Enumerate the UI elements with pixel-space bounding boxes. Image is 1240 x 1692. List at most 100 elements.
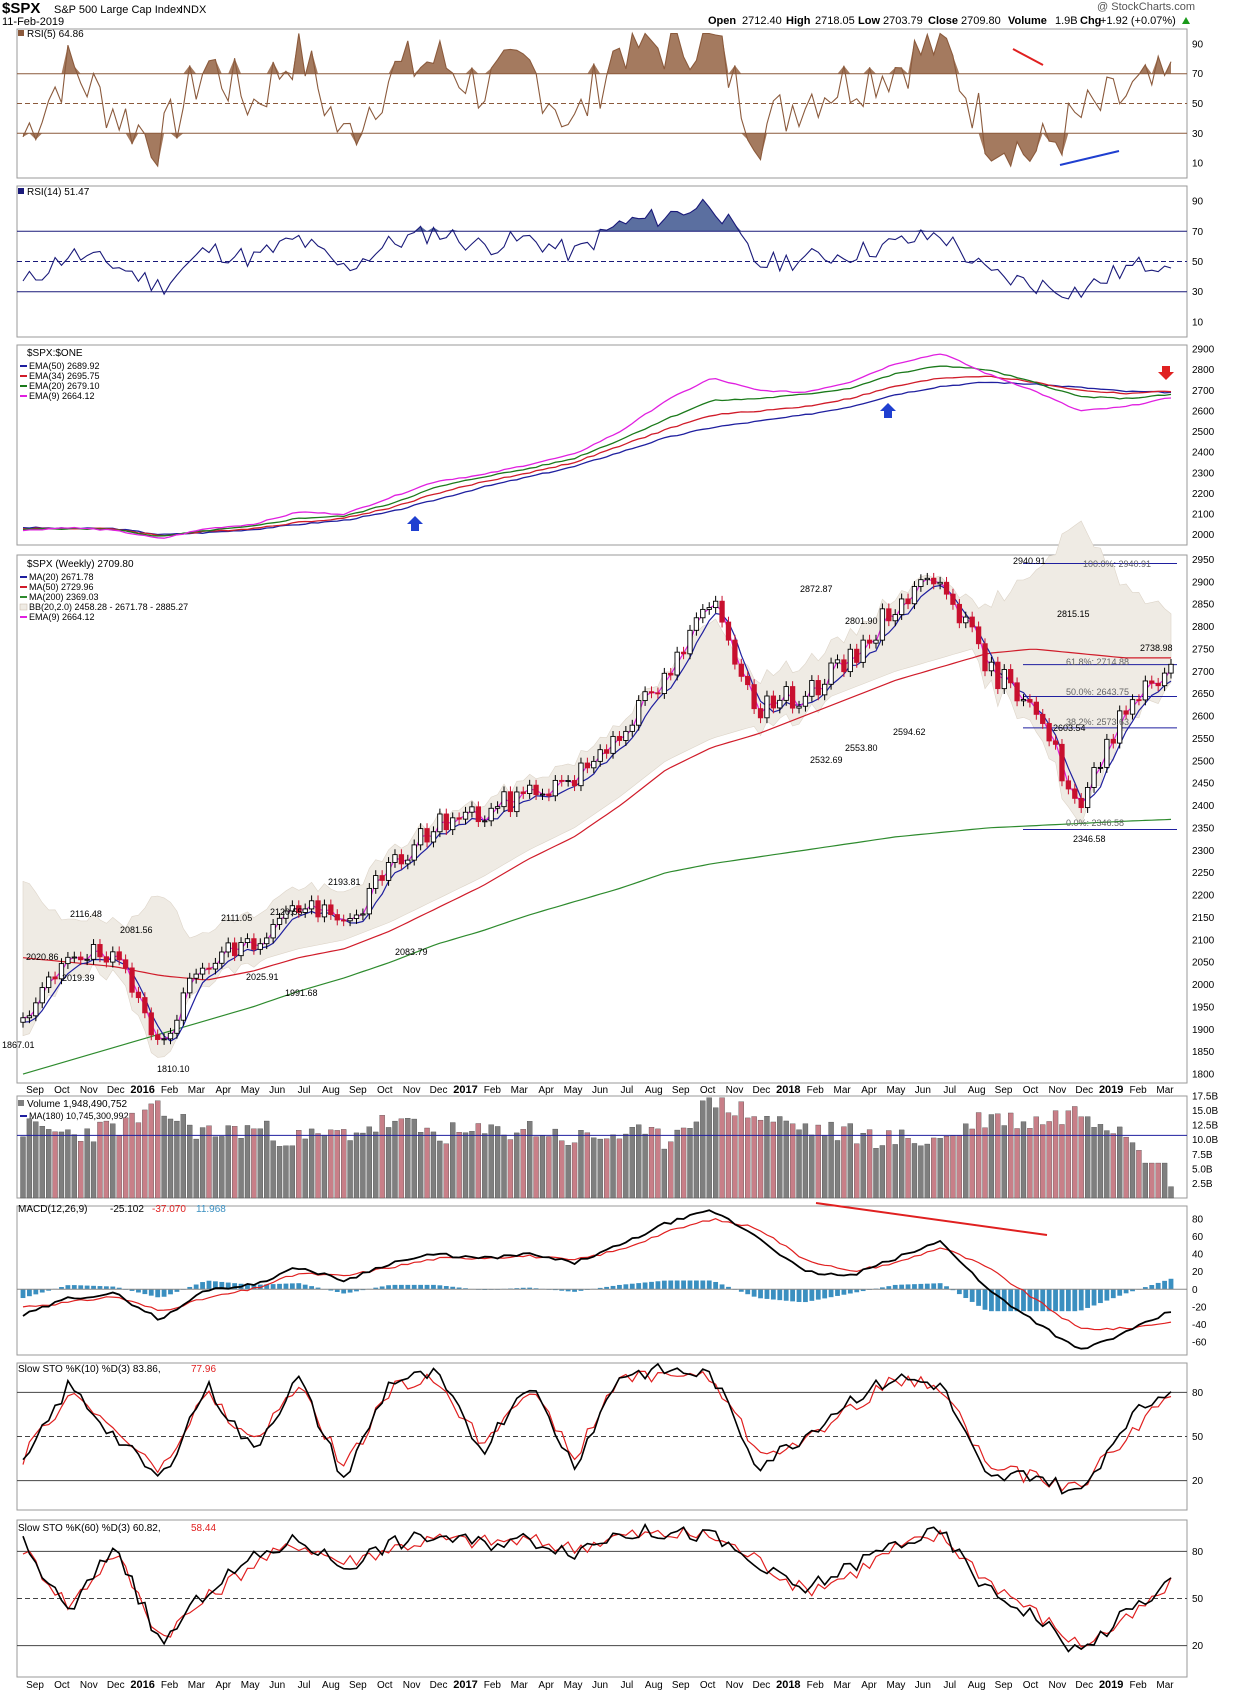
candle-body xyxy=(623,730,629,741)
candle-body xyxy=(1117,710,1123,744)
volume-bar xyxy=(353,1132,360,1199)
macd-hist-bar xyxy=(1053,1289,1058,1312)
chart-marks xyxy=(17,31,1187,1653)
volume-bar xyxy=(122,1117,129,1199)
sto10-d-line xyxy=(22,1370,1172,1492)
candle-body xyxy=(886,608,892,622)
price-annotation-5: 2532.69 xyxy=(810,755,843,765)
rsi5-oversold-area xyxy=(23,133,1171,167)
candle-body xyxy=(956,603,963,624)
volume-bar xyxy=(706,1097,712,1199)
price-x-label-12: Sep xyxy=(349,1085,367,1096)
candle-body xyxy=(898,598,905,616)
brand-label[interactable]: @ StockCharts.com xyxy=(1097,1,1195,13)
bottom-x-label-39: Dec xyxy=(1075,1680,1093,1691)
volume-bar xyxy=(911,1143,918,1199)
volume-bar xyxy=(1123,1136,1129,1199)
volume-label: Volume 1,948,490,752 xyxy=(27,1099,128,1110)
candle-body xyxy=(26,1015,33,1019)
price-tick-18: 2050 xyxy=(1192,958,1215,969)
candle-body xyxy=(1027,699,1033,703)
volume-bar xyxy=(430,1131,437,1199)
price-annotation-13: 2111.05 xyxy=(221,913,252,923)
macd-hist-bar xyxy=(1021,1289,1026,1312)
price-annotations: 2940.91 2872.87 2801.90 2815.15 2738.98 2532.… xyxy=(2,556,1173,1074)
ma50-legend: MA(50) 2729.96 xyxy=(29,582,94,592)
price-x-label-22: Jul xyxy=(621,1085,634,1096)
bottom-x-label-35: Aug xyxy=(968,1680,986,1691)
volume-bar xyxy=(700,1100,706,1199)
price-annotation-12: 2081.56 xyxy=(120,925,153,935)
macd-hist-bar xyxy=(642,1282,648,1290)
price-x-label-27: Dec xyxy=(753,1085,771,1096)
ema-tick-0: 2900 xyxy=(1192,345,1215,356)
rsi14-overbought-area xyxy=(23,199,1171,232)
volume-bar xyxy=(552,1128,558,1199)
candle-body xyxy=(321,904,328,918)
bottom-x-label-31: Apr xyxy=(861,1680,877,1691)
macd-hist-bar xyxy=(379,1286,385,1290)
axis-ticks: 90 70 50 30 10 90 70 50 30 10 2900 2800 2700 2600 2500… xyxy=(1192,39,1218,1652)
candle-body xyxy=(180,992,186,1021)
volume-bar xyxy=(668,1141,674,1199)
bottom-x-label-23: Aug xyxy=(645,1680,663,1691)
volume-bar xyxy=(437,1140,443,1199)
ma20-legend: MA(20) 2671.78 xyxy=(29,572,94,582)
macd-hist-bar xyxy=(84,1285,90,1290)
volume-bar xyxy=(373,1131,379,1199)
sto10-label: Slow STO %K(10) %D(3) 83.86, xyxy=(18,1364,161,1375)
macd-value: -25.102 xyxy=(110,1204,144,1215)
volume-bar xyxy=(924,1143,930,1199)
volume-bar xyxy=(1117,1126,1123,1199)
ma200-legend: MA(200) 2369.03 xyxy=(29,592,99,602)
rsi14-tick-4: 10 xyxy=(1192,317,1204,328)
candle-body xyxy=(757,708,764,719)
candle-body xyxy=(308,900,315,910)
bottom-x-label-0: Sep xyxy=(26,1680,44,1691)
volume-bar xyxy=(1033,1116,1039,1199)
sto60-tick-0: 80 xyxy=(1192,1547,1204,1558)
volume-bar xyxy=(142,1109,148,1199)
macd-hist-bar xyxy=(803,1289,808,1303)
candle-body xyxy=(514,791,520,813)
volume-bar xyxy=(937,1138,943,1199)
macd-hist-bar xyxy=(1091,1289,1097,1306)
macd-hist-bar xyxy=(443,1286,449,1290)
candle-body xyxy=(1123,710,1129,715)
macd-tick-7: -60 xyxy=(1192,1337,1207,1348)
ema-tick-7: 2200 xyxy=(1192,489,1215,500)
price-x-label-16: 2017 xyxy=(453,1084,477,1096)
volume-tick-2: 12.5B xyxy=(1192,1121,1218,1132)
ema34-legend: EMA(34) 2695.75 xyxy=(29,371,100,381)
price-x-label-4: 2016 xyxy=(130,1084,154,1096)
candle-body xyxy=(1078,797,1084,809)
candle-body xyxy=(680,651,687,655)
volume-bar xyxy=(969,1128,975,1199)
candle-body xyxy=(719,600,725,623)
volume-bar xyxy=(26,1118,33,1199)
macd-hist-bar xyxy=(1027,1289,1033,1312)
macd-hist-bar xyxy=(828,1289,834,1298)
candle-body xyxy=(424,828,430,843)
macd-hist-bar xyxy=(1162,1280,1167,1290)
exchange-label: INDX xyxy=(180,4,207,16)
candle-body xyxy=(142,997,148,1014)
volume-bar xyxy=(648,1127,655,1199)
candle-body xyxy=(546,793,552,797)
candle-body xyxy=(373,875,379,889)
volume-bar xyxy=(956,1135,963,1199)
price-x-label-30: Mar xyxy=(834,1085,852,1096)
volume-bar xyxy=(110,1123,116,1199)
price-tick-15: 2200 xyxy=(1192,891,1215,902)
volume-bar xyxy=(225,1125,231,1199)
candle-body xyxy=(437,813,443,833)
candle-body xyxy=(571,780,578,787)
price-x-label-29: Feb xyxy=(807,1085,825,1096)
price-x-label-25: Oct xyxy=(700,1085,716,1096)
fib-label-3: 38.2%: 2573.63 xyxy=(1066,717,1129,727)
candle-body xyxy=(783,686,789,701)
ema-tick-9: 2000 xyxy=(1192,530,1215,541)
macd-hist-bar xyxy=(1117,1289,1123,1296)
bottom-x-label-4: 2016 xyxy=(130,1679,154,1691)
candle-body xyxy=(693,617,700,631)
